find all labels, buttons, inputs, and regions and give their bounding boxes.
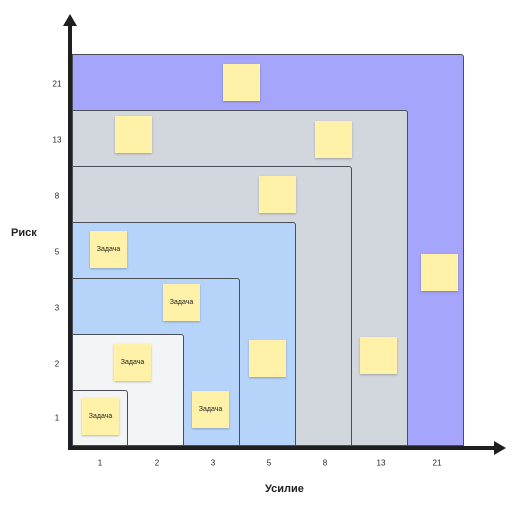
sticky-note[interactable] [315,121,352,158]
sticky-note[interactable]: Задача [192,391,229,428]
x-tick-label: 13 [376,458,386,468]
x-axis-title: Усилие [265,483,304,495]
x-tick-label: 21 [432,458,442,468]
sticky-note[interactable] [115,116,152,153]
y-axis-arrow-icon [63,14,77,26]
y-tick-label: 5 [54,247,60,257]
sticky-note[interactable] [259,176,296,213]
sticky-note[interactable] [360,337,397,374]
x-tick-label: 3 [210,458,216,468]
y-axis-line [68,22,72,450]
x-tick-label: 8 [322,458,328,468]
y-tick-label: 21 [52,79,62,89]
y-tick-label: 2 [54,359,60,369]
x-axis-line [68,446,498,450]
x-tick-label: 2 [154,458,160,468]
y-tick-label: 8 [54,191,60,201]
sticky-note[interactable] [421,254,458,291]
sticky-note[interactable]: Задача [90,231,127,268]
y-axis-title: Риск [11,227,37,239]
sticky-note[interactable] [223,64,260,101]
y-tick-label: 13 [52,135,62,145]
sticky-note[interactable] [249,340,286,377]
sticky-note[interactable]: Задача [163,284,200,321]
sticky-note[interactable]: Задача [114,344,151,381]
x-axis-arrow-icon [494,441,506,455]
x-tick-label: 1 [97,458,103,468]
y-tick-label: 3 [54,303,60,313]
sticky-note[interactable]: Задача [82,398,119,435]
y-tick-label: 1 [54,413,60,423]
x-tick-label: 5 [266,458,272,468]
